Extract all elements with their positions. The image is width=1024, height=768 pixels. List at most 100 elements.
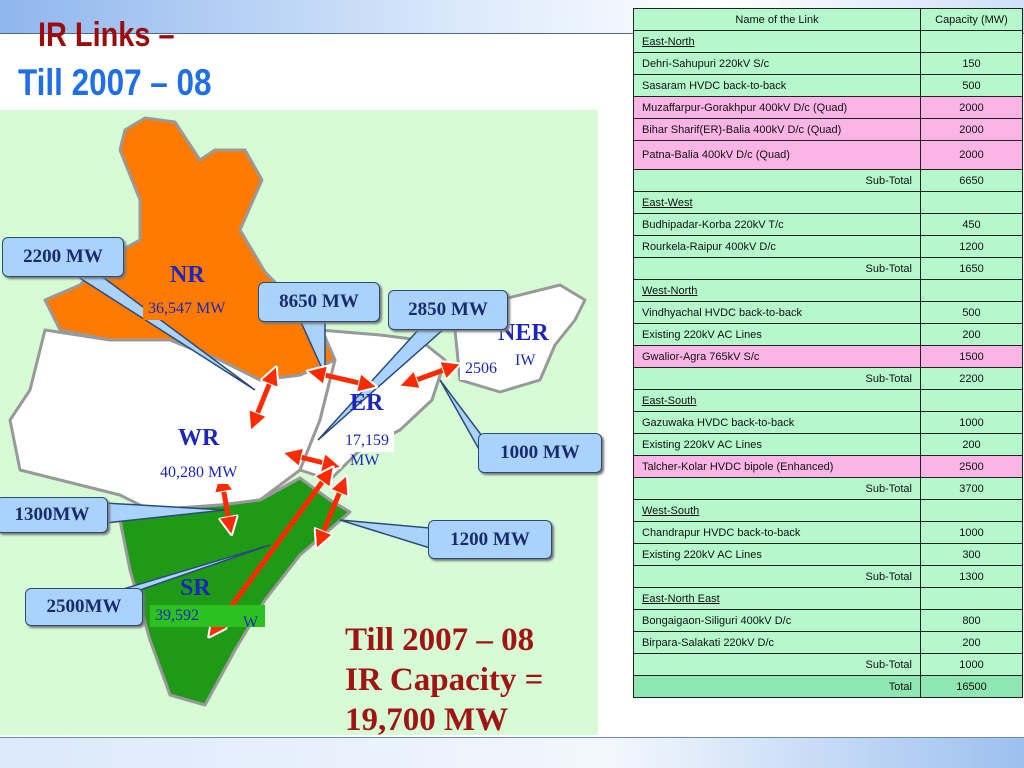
link-name-cell: Sub-Total bbox=[633, 169, 921, 192]
region-value-er-unit: MW bbox=[350, 452, 380, 469]
capacity-cell: 800 bbox=[920, 609, 1023, 632]
callout-pointer bbox=[339, 519, 431, 550]
table-subtotal-row: Sub-Total 1300 bbox=[633, 565, 1023, 588]
table-row: Talcher-Kolar HVDC bipole (Enhanced) 2500 bbox=[633, 455, 1023, 478]
callout-2500: 2500MW bbox=[25, 588, 143, 626]
capacity-cell bbox=[920, 389, 1023, 412]
capacity-cell: 1000 bbox=[920, 653, 1023, 676]
callout-1200: 1200 MW bbox=[428, 520, 552, 559]
india-region-map bbox=[8, 116, 587, 707]
link-name-cell: Total bbox=[633, 675, 921, 698]
header-capacity: Capacity (MW) bbox=[920, 8, 1023, 31]
link-name-cell: Bongaigaon-Siliguri 400kV D/c bbox=[633, 609, 921, 632]
capacity-cell: 200 bbox=[920, 631, 1023, 654]
link-name-cell: Existing 220kV AC Lines bbox=[633, 543, 921, 566]
link-name-cell: Chandrapur HVDC back-to-back bbox=[633, 521, 921, 544]
group-label: East-South bbox=[642, 394, 697, 407]
group-label: East-North bbox=[642, 35, 695, 48]
table-subtotal-row: Sub-Total 1650 bbox=[633, 257, 1023, 280]
link-name-cell: East-North bbox=[633, 30, 921, 53]
link-name-cell: Sub-Total bbox=[633, 367, 921, 390]
capacity-cell: 1500 bbox=[920, 345, 1023, 368]
link-name-cell: East-West bbox=[633, 191, 921, 214]
capacity-cell bbox=[920, 499, 1023, 522]
table-total-row: Total 16500 bbox=[633, 675, 1023, 698]
arrow-nr-wr bbox=[254, 375, 273, 422]
table-subtotal-row: Sub-Total 3700 bbox=[633, 477, 1023, 500]
link-name-cell: Gazuwaka HVDC back-to-back bbox=[633, 411, 921, 434]
link-name-cell: Sub-Total bbox=[633, 653, 921, 676]
region-label-wr: WR bbox=[178, 425, 220, 451]
capacity-cell: 150 bbox=[920, 52, 1023, 75]
table-row: Muzaffarpur-Gorakhpur 400kV D/c (Quad) 20… bbox=[633, 96, 1023, 119]
group-label: West-South bbox=[642, 504, 700, 517]
table-row: Chandrapur HVDC back-to-back 1000 bbox=[633, 521, 1023, 544]
table-group-row: East-South bbox=[633, 389, 1023, 412]
capacity-summary: Till 2007 – 08 IR Capacity = 19,700 MW bbox=[345, 620, 543, 740]
table-row: Bihar Sharif(ER)-Balia 400kV D/c (Quad) 2… bbox=[633, 118, 1023, 141]
summary-line-1: Till 2007 – 08 bbox=[345, 622, 535, 658]
link-name-cell: Sub-Total bbox=[633, 257, 921, 280]
summary-line-2: IR Capacity = bbox=[345, 662, 544, 698]
table-subtotal-row: Sub-Total 2200 bbox=[633, 367, 1023, 390]
arrow-nr-er bbox=[316, 373, 368, 385]
table-row: Existing 220kV AC Lines 200 bbox=[633, 323, 1023, 346]
capacity-cell: 3700 bbox=[920, 477, 1023, 500]
table-row: Birpara-Salakati 220kV D/c 200 bbox=[633, 631, 1023, 654]
summary-line-3: 19,700 MW bbox=[345, 702, 509, 738]
link-name-cell: Dehri-Sahupuri 220kV S/c bbox=[633, 52, 921, 75]
table-subtotal-row: Sub-Total 1000 bbox=[633, 653, 1023, 676]
link-name-cell: Talcher-Kolar HVDC bipole (Enhanced) bbox=[633, 455, 921, 478]
table-group-row: West-South bbox=[633, 499, 1023, 522]
group-label: East-West bbox=[642, 196, 693, 209]
slide-subtitle: Till 2007 – 08 bbox=[18, 62, 212, 103]
capacity-cell: 500 bbox=[920, 301, 1023, 324]
link-name-cell: Muzaffarpur-Gorakhpur 400kV D/c (Quad) bbox=[633, 96, 921, 119]
callout-1300: 1300MW bbox=[0, 497, 108, 533]
region-value-ner: 2506 bbox=[460, 358, 502, 380]
link-name-cell: Sub-Total bbox=[633, 565, 921, 588]
table-group-row: East-North bbox=[633, 30, 1023, 53]
ir-links-table: Name of the Link Capacity (MW) East-Nort… bbox=[633, 8, 1023, 698]
capacity-cell: 2500 bbox=[920, 455, 1023, 478]
link-name-cell: East-South bbox=[633, 389, 921, 412]
capacity-cell: 1000 bbox=[920, 521, 1023, 544]
link-name-cell: West-North bbox=[633, 279, 921, 302]
link-name-cell: Sasaram HVDC back-to-back bbox=[633, 74, 921, 97]
callout-8650: 8650 MW bbox=[258, 282, 380, 322]
capacity-cell: 500 bbox=[920, 74, 1023, 97]
table-row: Gwalior-Agra 765kV S/c 1500 bbox=[633, 345, 1023, 368]
table-header-row: Name of the Link Capacity (MW) bbox=[633, 8, 1023, 31]
region-label-nr: NR bbox=[170, 262, 205, 288]
group-label: West-North bbox=[642, 284, 698, 297]
link-name-cell: Existing 220kV AC Lines bbox=[633, 433, 921, 456]
capacity-cell: 1200 bbox=[920, 235, 1023, 258]
link-name-cell: Sub-Total bbox=[633, 477, 921, 500]
capacity-cell: 2000 bbox=[920, 96, 1023, 119]
table-group-row: East-North East bbox=[633, 587, 1023, 610]
table-row: Bongaigaon-Siliguri 400kV D/c 800 bbox=[633, 609, 1023, 632]
region-value-er: 17,159 bbox=[340, 430, 394, 452]
capacity-cell bbox=[920, 587, 1023, 610]
capacity-cell bbox=[920, 191, 1023, 214]
link-name-cell: Birpara-Salakati 220kV D/c bbox=[633, 631, 921, 654]
capacity-cell: 2000 bbox=[920, 140, 1023, 170]
region-value-wr: 40,280 MW bbox=[155, 462, 243, 484]
table-row: Budhipadar-Korba 220kV T/c 450 bbox=[633, 213, 1023, 236]
capacity-cell: 200 bbox=[920, 433, 1023, 456]
capacity-cell: 2200 bbox=[920, 367, 1023, 390]
table-row: Existing 220kV AC Lines 300 bbox=[633, 543, 1023, 566]
table-group-row: East-West bbox=[633, 191, 1023, 214]
arrow-er-sr-long bbox=[214, 474, 328, 630]
slide-footer-bar bbox=[0, 737, 1024, 768]
capacity-cell: 2000 bbox=[920, 118, 1023, 141]
region-value-sr: 39,592 bbox=[150, 605, 265, 627]
capacity-cell bbox=[920, 279, 1023, 302]
capacity-cell: 1650 bbox=[920, 257, 1023, 280]
table-row: Dehri-Sahupuri 220kV S/c 150 bbox=[633, 52, 1023, 75]
arrow-er-sr bbox=[320, 484, 343, 540]
link-name-cell: Budhipadar-Korba 220kV T/c bbox=[633, 213, 921, 236]
link-name-cell: Gwalior-Agra 765kV S/c bbox=[633, 345, 921, 368]
capacity-cell: 16500 bbox=[920, 675, 1023, 698]
table-row: Existing 220kV AC Lines 200 bbox=[633, 433, 1023, 456]
